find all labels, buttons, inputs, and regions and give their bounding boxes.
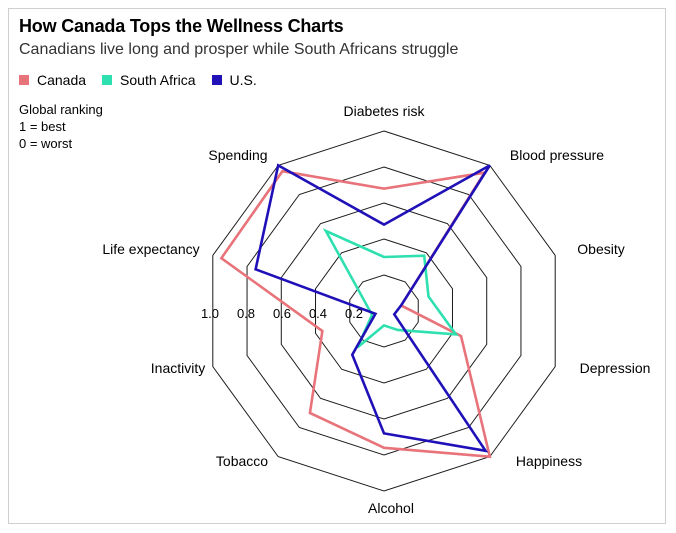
axis-label-obesity: Obesity — [577, 241, 624, 257]
legend: Canada South Africa U.S. — [19, 71, 273, 89]
axis-label-tobacco: Tobacco — [216, 453, 268, 469]
ranking-note-line-2: 1 = best — [19, 119, 66, 134]
radar-chart: 1.0 0.8 0.6 0.4 0.2 Diabetes risk Blood pressu… — [102, 103, 651, 516]
chart-frame: How Canada Tops the Wellness Charts Cana… — [8, 8, 666, 524]
grid-ring — [280, 202, 488, 420]
legend-swatch-us — [211, 75, 222, 85]
r-tick-label: 0.4 — [309, 306, 327, 321]
series-u-s-line — [254, 163, 491, 453]
grid-ring — [212, 130, 556, 492]
axis-label-life-expectancy: Life expectancy — [102, 241, 199, 257]
grid-ring — [349, 274, 419, 348]
legend-label-us: U.S. — [229, 72, 257, 88]
grid-ring — [246, 166, 522, 456]
r-tick-label: 0.8 — [237, 306, 255, 321]
r-tick-label: 0.6 — [273, 306, 291, 321]
legend-swatch-canada — [19, 75, 29, 85]
chart-title: How Canada Tops the Wellness Charts — [19, 16, 344, 36]
legend-item-canada: Canada — [19, 72, 86, 88]
r-tick-label: 0.2 — [345, 306, 363, 321]
legend-label-canada: Canada — [37, 72, 87, 88]
series-south-africa-line — [322, 228, 459, 349]
ranking-note: Global ranking 1 = best 0 = worst — [19, 101, 103, 152]
legend-item-south-africa: South Africa — [102, 72, 196, 88]
axis-label-alcohol: Alcohol — [368, 500, 414, 516]
axis-label-inactivity: Inactivity — [151, 360, 205, 376]
grid-ring — [315, 238, 453, 384]
legend-label-south-africa: South Africa — [120, 72, 196, 88]
ranking-note-line-1: Global ranking — [19, 102, 103, 117]
axis-label-spending: Spending — [208, 147, 267, 163]
r-tick-label: 1.0 — [201, 306, 219, 321]
axis-label-diabetes-risk: Diabetes risk — [344, 103, 426, 119]
axis-label-depression: Depression — [580, 360, 651, 376]
chart-subtitle: Canadians live long and prosper while So… — [19, 41, 459, 58]
axis-label-happiness: Happiness — [516, 453, 582, 469]
ranking-note-line-3: 0 = worst — [19, 136, 73, 151]
legend-item-us: U.S. — [211, 72, 257, 88]
axis-label-blood-pressure: Blood pressure — [510, 147, 604, 163]
legend-swatch-south-africa — [102, 75, 113, 85]
